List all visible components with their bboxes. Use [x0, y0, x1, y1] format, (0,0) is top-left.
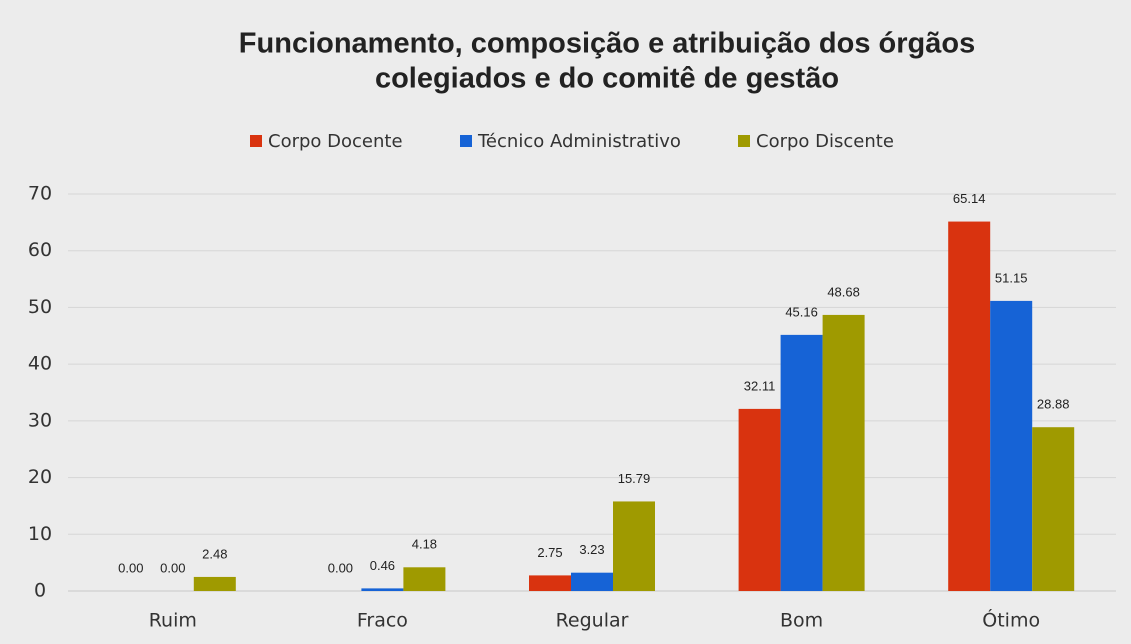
legend-label: Corpo Docente	[268, 131, 403, 152]
x-tick-label: Ótimo	[982, 608, 1040, 632]
value-label: 3.23	[579, 542, 604, 557]
value-label: 45.16	[785, 304, 818, 319]
value-label: 0.00	[118, 560, 143, 575]
y-tick-label: 10	[28, 523, 52, 545]
value-label: 65.14	[953, 191, 986, 206]
value-label: 28.88	[1037, 397, 1070, 412]
bar	[1032, 427, 1075, 591]
bar	[738, 408, 781, 591]
bar	[361, 588, 404, 591]
value-label: 2.48	[202, 546, 227, 561]
legend-swatch	[250, 135, 262, 147]
x-tick-label: Ruim	[149, 610, 197, 632]
value-label: 32.11	[744, 378, 776, 393]
bar	[529, 575, 571, 591]
value-label: 51.15	[995, 270, 1028, 285]
y-tick-label: 40	[28, 353, 52, 375]
bar	[948, 221, 991, 591]
legend-label: Corpo Discente	[756, 131, 894, 152]
legend-label: Técnico Administrativo	[477, 131, 681, 152]
x-tick-label: Bom	[780, 610, 823, 632]
x-tick-label: Regular	[556, 610, 629, 632]
y-tick-label: 60	[28, 239, 52, 261]
bar	[990, 300, 1033, 591]
y-tick-label: 0	[34, 580, 46, 602]
chart-title: Funcionamento, composição e atribuição d…	[239, 28, 975, 60]
bar	[571, 572, 613, 591]
bar	[822, 314, 865, 591]
y-tick-label: 30	[28, 409, 52, 431]
y-tick-label: 50	[28, 296, 52, 318]
value-label: 0.00	[160, 560, 185, 575]
value-label: 0.46	[370, 558, 395, 573]
chart-title: colegiados e do comitê de gestão	[375, 63, 839, 95]
x-tick-label: Fraco	[357, 610, 408, 632]
y-tick-label: 20	[28, 466, 52, 488]
y-tick-label: 70	[28, 183, 52, 205]
legend-swatch	[738, 135, 750, 147]
legend-swatch	[460, 135, 472, 147]
value-label: 0.00	[328, 560, 353, 575]
value-label: 48.68	[827, 284, 860, 299]
bar	[613, 501, 655, 591]
bar	[780, 334, 823, 591]
value-label: 15.79	[618, 471, 651, 486]
bar	[193, 576, 236, 591]
bar	[403, 567, 446, 591]
value-label: 2.75	[537, 545, 562, 560]
value-label: 4.18	[412, 537, 437, 552]
